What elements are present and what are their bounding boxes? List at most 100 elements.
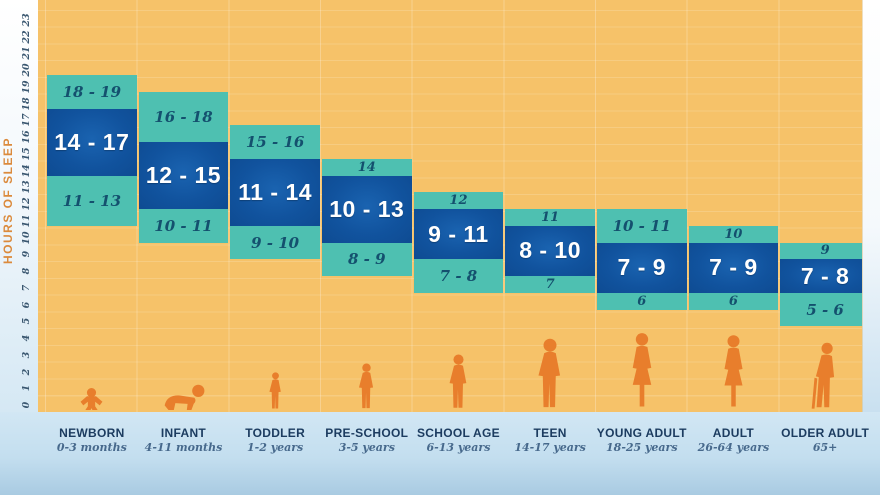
age-group-column-toddler: 15 - 16 11 - 14 9 - 10 xyxy=(229,0,321,412)
school-age-may-be-appropriate-upper-band: 12 xyxy=(413,192,504,209)
pre-school-recommended-band: 10 - 13 xyxy=(321,175,412,243)
pre-school-recommended-label: 10 - 13 xyxy=(329,195,405,222)
age-group-column-young-adult: 10 - 11 7 - 9 6 xyxy=(596,0,688,412)
teen-recommended-label: 8 - 10 xyxy=(519,237,582,264)
adult-may-be-appropriate-lower-label: 6 xyxy=(728,293,738,309)
pre-school-name: PRE-SCHOOL xyxy=(325,426,409,440)
school-age-may-be-appropriate-upper-label: 12 xyxy=(449,193,468,209)
newborn-baby-icon xyxy=(76,388,107,410)
newborn-name: NEWBORN xyxy=(59,426,125,440)
school-age-recommended-label: 9 - 11 xyxy=(428,220,489,247)
adult-name: ADULT xyxy=(712,426,755,440)
adult-may-be-appropriate-upper-label: 10 xyxy=(724,226,743,242)
age-group-column-adult: 10 7 - 9 6 xyxy=(688,0,780,412)
y-tick-8: 8 xyxy=(21,267,32,275)
young-adult-may-be-appropriate-lower-band: 6 xyxy=(596,292,687,310)
adult-may-be-appropriate-lower-band: 6 xyxy=(688,292,779,310)
preschooler-icon xyxy=(356,363,377,410)
toddler-may-be-appropriate-upper-label: 15 - 16 xyxy=(245,133,305,151)
group-header-pre-school: PRE-SCHOOL 3-5 years xyxy=(307,426,427,454)
school-age-may-be-appropriate-lower-band: 7 - 8 xyxy=(413,259,504,293)
older-adult-may-be-appropriate-upper-band: 9 xyxy=(780,242,870,260)
adult-icon xyxy=(717,334,750,410)
age-group-column-infant: 16 - 18 12 - 15 10 - 11 xyxy=(138,0,230,412)
teen-recommended-band: 8 - 10 xyxy=(505,225,595,276)
infant-age-range: 4-11 months xyxy=(144,441,223,454)
school-age-age-range: 6-13 years xyxy=(426,441,491,454)
toddler-icon xyxy=(267,372,284,410)
teen-icon xyxy=(534,338,566,410)
young-adult-may-be-appropriate-upper-label: 10 - 11 xyxy=(612,216,671,235)
older-adult-name: OLDER ADULT xyxy=(781,426,870,440)
newborn-age-range: 0-3 months xyxy=(56,441,127,454)
infant-may-be-appropriate-lower-label: 10 - 11 xyxy=(154,216,213,235)
adult-age-range: 26-64 years xyxy=(697,441,770,454)
group-header-infant: INFANT 4-11 months xyxy=(123,426,243,454)
age-group-column-teen: 11 8 - 10 7 xyxy=(504,0,596,412)
young-adult-icon xyxy=(625,332,659,410)
school-age-name: SCHOOL AGE xyxy=(416,426,500,440)
newborn-may-be-appropriate-lower-label: 11 - 13 xyxy=(62,191,122,210)
young-adult-may-be-appropriate-lower-label: 6 xyxy=(637,293,647,309)
school-age-recommended-band: 9 - 11 xyxy=(413,209,504,260)
toddler-recommended-band: 11 - 14 xyxy=(230,158,320,226)
older-adult-may-be-appropriate-upper-label: 9 xyxy=(820,243,830,259)
young-adult-name: YOUNG ADULT xyxy=(596,426,687,440)
infant-recommended-label: 12 - 15 xyxy=(145,162,222,188)
toddler-age-range: 1-2 years xyxy=(247,441,304,454)
older-adult-recommended-label: 7 - 8 xyxy=(800,262,850,289)
age-group-column-newborn: 18 - 19 14 - 17 11 - 13 xyxy=(46,0,138,412)
age-group-column-pre-school: 14 10 - 13 8 - 9 xyxy=(321,0,413,412)
teen-may-be-appropriate-upper-band: 11 xyxy=(505,209,595,226)
teen-may-be-appropriate-lower-band: 7 xyxy=(505,276,595,293)
pre-school-may-be-appropriate-upper-label: 14 xyxy=(357,159,376,175)
toddler-may-be-appropriate-lower-band: 9 - 10 xyxy=(230,225,320,260)
group-header-newborn: NEWBORN 0-3 months xyxy=(32,426,152,454)
pre-school-may-be-appropriate-upper-band: 14 xyxy=(321,158,412,176)
newborn-recommended-label: 14 - 17 xyxy=(54,128,130,155)
y-tick-20: 20 xyxy=(21,63,32,77)
newborn-may-be-appropriate-upper-band: 18 - 19 xyxy=(47,75,137,109)
newborn-may-be-appropriate-lower-band: 11 - 13 xyxy=(47,175,137,226)
toddler-recommended-label: 11 - 14 xyxy=(238,178,313,205)
older-adult-may-be-appropriate-lower-label: 5 - 6 xyxy=(806,300,844,319)
older-adult-age-range: 65+ xyxy=(812,441,838,454)
newborn-may-be-appropriate-upper-label: 18 - 19 xyxy=(62,82,122,101)
young-adult-recommended-band: 7 - 9 xyxy=(596,242,687,293)
group-header-teen: TEEN 14-17 years xyxy=(490,426,610,454)
teen-may-be-appropriate-lower-label: 7 xyxy=(545,276,555,292)
school-age-child-icon xyxy=(446,354,471,410)
y-tick-16: 16 xyxy=(21,130,32,144)
group-header-older-adult: OLDER ADULT 65+ xyxy=(765,426,880,454)
infant-may-be-appropriate-upper-label: 16 - 18 xyxy=(154,107,213,126)
older-adult-recommended-band: 7 - 8 xyxy=(780,259,870,293)
newborn-recommended-band: 14 - 17 xyxy=(47,108,137,176)
age-group-column-school-age: 12 9 - 11 7 - 8 xyxy=(413,0,505,412)
group-header-adult: ADULT 26-64 years xyxy=(673,426,793,454)
y-tick-12: 12 xyxy=(21,197,32,211)
older-adult-may-be-appropriate-lower-band: 5 - 6 xyxy=(780,292,870,327)
y-axis-title: HOURS OF SLEEP xyxy=(1,137,15,265)
toddler-name: TODDLER xyxy=(245,426,306,440)
older-adult-with-cane-icon xyxy=(806,340,844,410)
young-adult-recommended-label: 7 - 9 xyxy=(617,254,667,281)
young-adult-may-be-appropriate-upper-band: 10 - 11 xyxy=(596,209,687,243)
group-header-school-age: SCHOOL AGE 6-13 years xyxy=(398,426,518,454)
infant-recommended-band: 12 - 15 xyxy=(138,142,229,209)
right-margin-strip xyxy=(862,0,880,412)
infant-name: INFANT xyxy=(160,426,207,440)
toddler-may-be-appropriate-lower-label: 9 - 10 xyxy=(251,233,300,252)
teen-age-range: 14-17 years xyxy=(514,441,586,454)
pre-school-age-range: 3-5 years xyxy=(338,441,395,454)
footer-strip: NEWBORN 0-3 months INFANT 4-11 months TODDLE… xyxy=(0,412,880,495)
adult-recommended-band: 7 - 9 xyxy=(688,242,779,293)
y-tick-23: 23 xyxy=(21,13,32,27)
school-age-may-be-appropriate-lower-label: 7 - 8 xyxy=(439,267,478,285)
pre-school-may-be-appropriate-lower-label: 8 - 9 xyxy=(348,250,386,269)
teen-name: TEEN xyxy=(533,426,567,440)
group-header-young-adult: YOUNG ADULT 18-25 years xyxy=(582,426,702,454)
young-adult-age-range: 18-25 years xyxy=(606,441,678,454)
group-header-toddler: TODDLER 1-2 years xyxy=(215,426,335,454)
pre-school-may-be-appropriate-lower-band: 8 - 9 xyxy=(321,242,412,276)
